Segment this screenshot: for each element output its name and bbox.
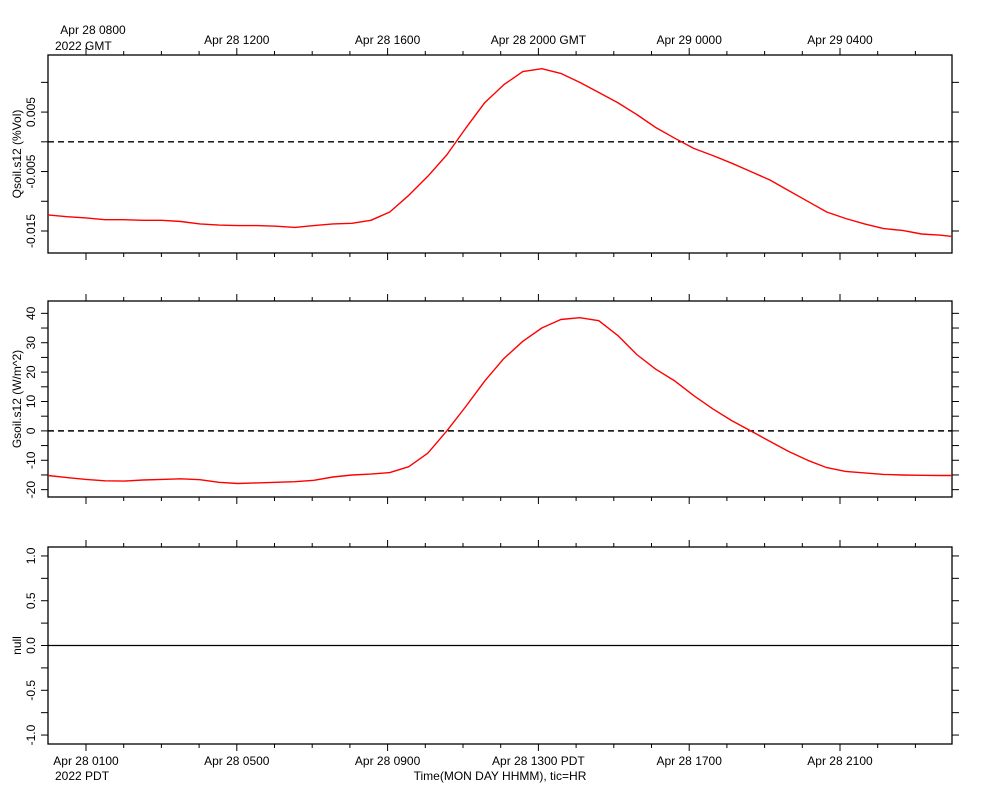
pdt-tick-label: Apr 28 2100 bbox=[807, 754, 873, 768]
gsoil-y-tick-label: 10 bbox=[24, 395, 38, 409]
qsoil-series-line bbox=[47, 68, 953, 238]
x-axis-title: Time(MON DAY HHMM), tic=HR bbox=[414, 769, 587, 783]
gsoil-series-line bbox=[47, 317, 952, 485]
qsoil-panel: 0.005 -0.005 -0.015 Qsoil.s12 (%Vol) bbox=[10, 48, 959, 260]
qsoil-frame bbox=[47, 54, 953, 254]
null-y-tick-label: 0.0 bbox=[24, 637, 38, 654]
pdt-tick-label: Apr 28 1300 PDT bbox=[492, 754, 585, 768]
qsoil-y-tick-label: -0.015 bbox=[24, 214, 38, 248]
gsoil-panel: 40 30 20 10 0 -10 -20 Gsoil.s12 (W/m^2) bbox=[10, 294, 959, 504]
gsoil-y-tick-label: -20 bbox=[24, 481, 38, 499]
gsoil-frame bbox=[47, 300, 953, 498]
pdt-tick-label: Apr 28 1700 bbox=[657, 754, 723, 768]
gmt-year-label: 2022 GMT bbox=[55, 39, 112, 53]
pdt-tick-label: Apr 28 0100 bbox=[53, 754, 119, 768]
qsoil-y-tick-label: -0.005 bbox=[24, 154, 38, 188]
pdt-year-label: 2022 PDT bbox=[55, 769, 110, 783]
gsoil-y-tick-label: -10 bbox=[24, 451, 38, 469]
gmt-tick-label: Apr 28 2000 GMT bbox=[491, 33, 587, 47]
null-y-tick-label: -0.5 bbox=[24, 680, 38, 701]
gsoil-y-tick-label: 30 bbox=[24, 336, 38, 350]
qsoil-y-tick-label: 0.005 bbox=[24, 97, 38, 127]
gmt-tick-label: Apr 28 1200 bbox=[204, 33, 270, 47]
null-y-tick-label: 1.0 bbox=[24, 547, 38, 564]
gsoil-y-tick-label: 20 bbox=[24, 365, 38, 379]
qsoil-y-axis-label: Qsoil.s12 (%Vol) bbox=[10, 110, 24, 199]
gmt-tick-label: Apr 29 0400 bbox=[807, 33, 873, 47]
gsoil-y-tick-label: 0 bbox=[24, 427, 38, 434]
pdt-tick-labels: Apr 28 0100 Apr 28 0500 Apr 28 0900 Apr 28 … bbox=[53, 754, 873, 768]
null-panel: 1.0 0.5 0.0 -0.5 -1.0 null bbox=[10, 540, 959, 751]
null-y-axis-label: null bbox=[10, 636, 24, 655]
null-y-tick-label: 0.5 bbox=[24, 592, 38, 609]
null-y-tick-label: -1.0 bbox=[24, 724, 38, 745]
gmt-tick-label: Apr 28 1600 bbox=[355, 33, 421, 47]
pdt-tick-label: Apr 28 0900 bbox=[355, 754, 421, 768]
gsoil-y-axis-label: Gsoil.s12 (W/m^2) bbox=[10, 350, 24, 448]
gmt-first-tick-label: Apr 28 0800 bbox=[60, 23, 126, 37]
pdt-tick-label: Apr 28 0500 bbox=[204, 754, 270, 768]
gsoil-y-tick-label: 40 bbox=[24, 306, 38, 320]
gmt-tick-labels: Apr 28 1200 Apr 28 1600 Apr 28 2000 GMT Apr… bbox=[204, 33, 873, 47]
gmt-tick-label: Apr 29 0000 bbox=[657, 33, 723, 47]
